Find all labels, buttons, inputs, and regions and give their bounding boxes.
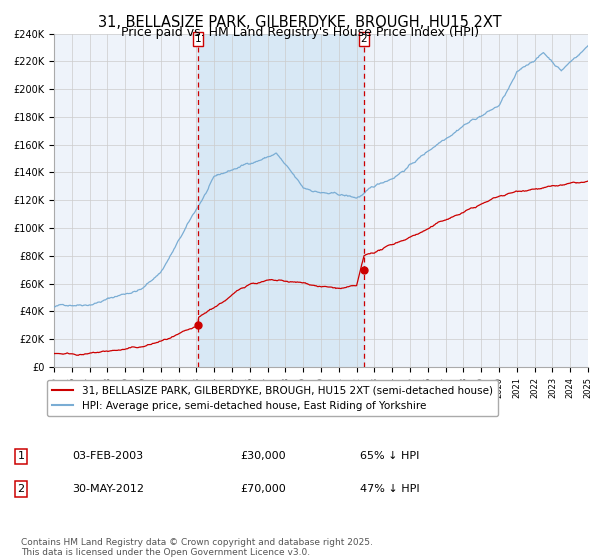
Text: £70,000: £70,000 (240, 484, 286, 494)
Text: 1: 1 (194, 34, 201, 44)
Text: 31, BELLASIZE PARK, GILBERDYKE, BROUGH, HU15 2XT: 31, BELLASIZE PARK, GILBERDYKE, BROUGH, … (98, 15, 502, 30)
Text: 1: 1 (17, 451, 25, 461)
Text: 30-MAY-2012: 30-MAY-2012 (72, 484, 144, 494)
Text: Contains HM Land Registry data © Crown copyright and database right 2025.
This d: Contains HM Land Registry data © Crown c… (21, 538, 373, 557)
Text: 2: 2 (17, 484, 25, 494)
Text: 2: 2 (361, 34, 367, 44)
Text: £30,000: £30,000 (240, 451, 286, 461)
Text: 03-FEB-2003: 03-FEB-2003 (72, 451, 143, 461)
Text: 65% ↓ HPI: 65% ↓ HPI (360, 451, 419, 461)
Bar (198, 34, 364, 367)
Legend: 31, BELLASIZE PARK, GILBERDYKE, BROUGH, HU15 2XT (semi-detached house), HPI: Ave: 31, BELLASIZE PARK, GILBERDYKE, BROUGH, … (47, 380, 498, 416)
Text: 47% ↓ HPI: 47% ↓ HPI (360, 484, 419, 494)
Text: Price paid vs. HM Land Registry's House Price Index (HPI): Price paid vs. HM Land Registry's House … (121, 26, 479, 39)
